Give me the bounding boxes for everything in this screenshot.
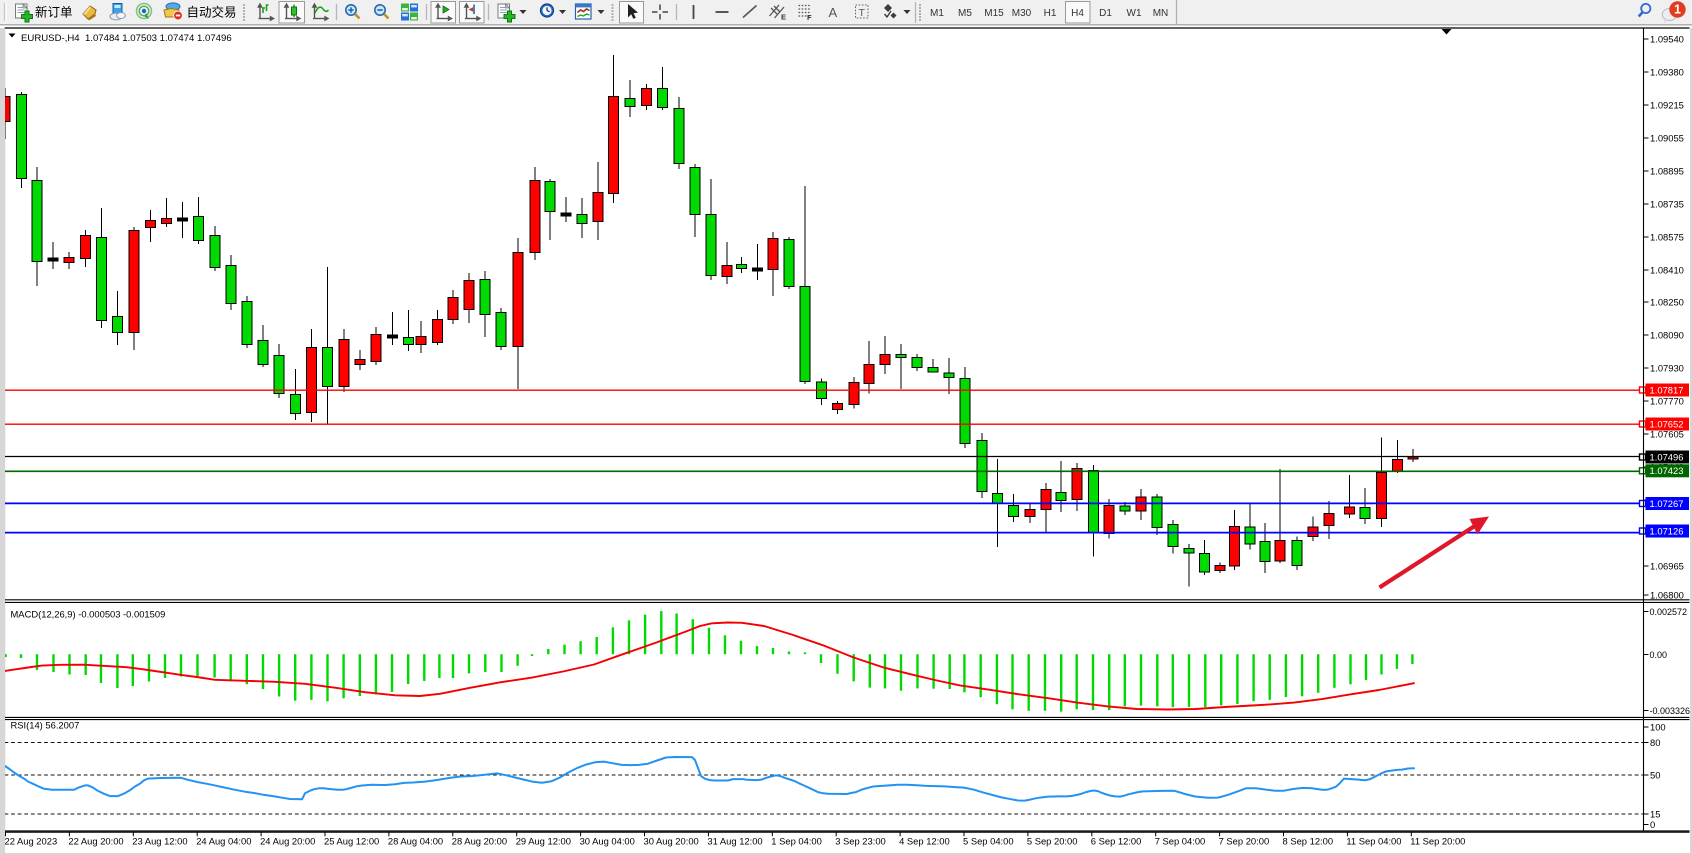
svg-text:15: 15	[1650, 808, 1660, 819]
svg-text:1.08575: 1.08575	[1650, 231, 1684, 242]
svg-text:T: T	[859, 7, 866, 19]
svg-text:1.08090: 1.08090	[1650, 329, 1684, 340]
svg-text:M30: M30	[1012, 8, 1032, 19]
svg-text:28 Aug 04:00: 28 Aug 04:00	[388, 835, 443, 846]
svg-text:1.07930: 1.07930	[1650, 362, 1684, 373]
svg-text:29 Aug 12:00: 29 Aug 12:00	[516, 835, 571, 846]
svg-text:1.08250: 1.08250	[1650, 296, 1684, 307]
svg-text:1.09055: 1.09055	[1650, 132, 1684, 143]
svg-text:H1: H1	[1044, 8, 1057, 19]
svg-text:M1: M1	[930, 8, 944, 19]
svg-text:11 Sep 04:00: 11 Sep 04:00	[1346, 835, 1401, 846]
svg-text:100: 100	[1650, 721, 1666, 732]
svg-text:W1: W1	[1127, 8, 1142, 19]
svg-text:25 Aug 12:00: 25 Aug 12:00	[324, 835, 379, 846]
svg-text:M15: M15	[984, 8, 1004, 19]
svg-text:1.07652: 1.07652	[1650, 418, 1684, 429]
svg-text:1.09540: 1.09540	[1650, 33, 1684, 44]
svg-text:11 Sep 20:00: 11 Sep 20:00	[1410, 835, 1465, 846]
svg-text:-0.003326: -0.003326	[1650, 706, 1691, 716]
svg-text:1: 1	[1674, 3, 1681, 17]
svg-text:1.08735: 1.08735	[1650, 198, 1684, 209]
svg-text:8 Sep 12:00: 8 Sep 12:00	[1283, 835, 1334, 846]
svg-text:1.06965: 1.06965	[1650, 560, 1684, 571]
svg-text:5 Sep 20:00: 5 Sep 20:00	[1027, 835, 1078, 846]
svg-text:28 Aug 20:00: 28 Aug 20:00	[452, 835, 507, 846]
svg-text:50: 50	[1650, 769, 1660, 780]
svg-text:1.07770: 1.07770	[1650, 395, 1684, 406]
svg-text:1.07817: 1.07817	[1650, 384, 1684, 395]
svg-text:EURUSD-,H4 1.07484 1.07503 1.: EURUSD-,H4 1.07484 1.07503 1.07474 1.074…	[21, 33, 232, 44]
svg-text:23 Aug 12:00: 23 Aug 12:00	[132, 835, 187, 846]
svg-text:0.002572: 0.002572	[1650, 607, 1688, 617]
svg-text:A: A	[829, 5, 838, 20]
svg-text:24 Aug 20:00: 24 Aug 20:00	[260, 835, 315, 846]
svg-text:1.08895: 1.08895	[1650, 165, 1684, 176]
svg-text:30 Aug 20:00: 30 Aug 20:00	[644, 835, 699, 846]
svg-text:自动交易: 自动交易	[187, 5, 237, 20]
svg-text:30 Aug 04:00: 30 Aug 04:00	[580, 835, 635, 846]
svg-text:31 Aug 12:00: 31 Aug 12:00	[707, 835, 762, 846]
svg-text:M5: M5	[958, 8, 972, 19]
svg-text:F: F	[807, 13, 812, 22]
svg-text:0.00: 0.00	[1650, 650, 1668, 660]
svg-text:1.09380: 1.09380	[1650, 66, 1684, 77]
svg-text:MACD(12,26,9) -0.000503 -0.001: MACD(12,26,9) -0.000503 -0.001509	[11, 609, 166, 620]
svg-text:1.06800: 1.06800	[1650, 589, 1684, 600]
svg-text:80: 80	[1650, 737, 1660, 748]
svg-text:7 Sep 04:00: 7 Sep 04:00	[1155, 835, 1206, 846]
svg-text:H4: H4	[1071, 8, 1084, 19]
svg-text:新订单: 新订单	[35, 5, 73, 20]
svg-text:5 Sep 04:00: 5 Sep 04:00	[963, 835, 1014, 846]
svg-text:1.07423: 1.07423	[1650, 465, 1684, 476]
svg-text:RSI(14) 56.2007: RSI(14) 56.2007	[11, 720, 80, 731]
svg-text:7 Sep 20:00: 7 Sep 20:00	[1219, 835, 1270, 846]
svg-text:3 Sep 23:00: 3 Sep 23:00	[835, 835, 886, 846]
svg-text:22 Aug 2023: 22 Aug 2023	[5, 835, 58, 846]
svg-text:6 Sep 12:00: 6 Sep 12:00	[1091, 835, 1142, 846]
svg-text:22 Aug 20:00: 22 Aug 20:00	[68, 835, 123, 846]
svg-text:0: 0	[1650, 819, 1655, 830]
svg-text:1.09215: 1.09215	[1650, 99, 1684, 110]
svg-text:1.07126: 1.07126	[1650, 525, 1684, 536]
svg-text:1.07496: 1.07496	[1650, 451, 1684, 462]
svg-text:1.08410: 1.08410	[1650, 264, 1684, 275]
svg-text:1.07267: 1.07267	[1650, 498, 1684, 509]
svg-text:1 Sep 04:00: 1 Sep 04:00	[771, 835, 822, 846]
svg-text:24 Aug 04:00: 24 Aug 04:00	[196, 835, 251, 846]
svg-text:MN: MN	[1153, 8, 1169, 19]
svg-text:E: E	[781, 13, 786, 22]
svg-text:4 Sep 12:00: 4 Sep 12:00	[899, 835, 950, 846]
svg-text:D1: D1	[1099, 8, 1112, 19]
svg-text:1.07605: 1.07605	[1650, 428, 1684, 439]
